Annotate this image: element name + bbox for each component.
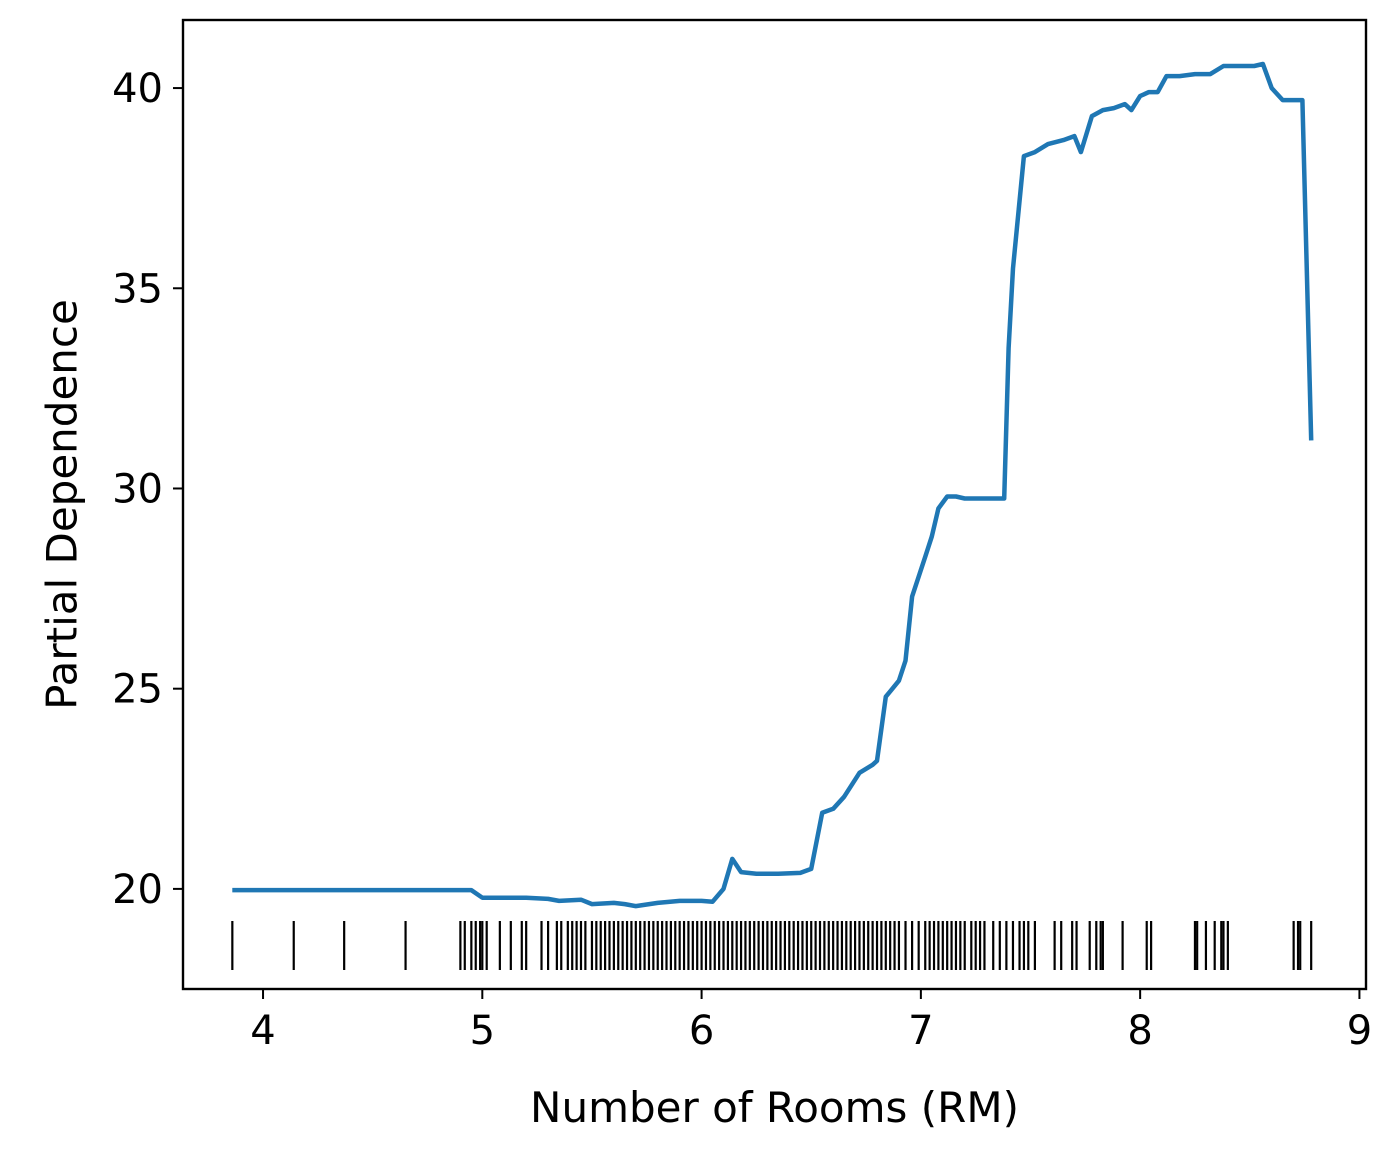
y-tick-label-30: 30	[112, 466, 163, 512]
y-tick-label-25: 25	[112, 667, 163, 713]
plot-frame	[181, 18, 1368, 991]
series-line-0	[232, 61, 1314, 909]
x-tick-label-7: 7	[908, 1008, 933, 1054]
rug-plot	[231, 921, 1313, 970]
x-tick-label-5: 5	[470, 1008, 495, 1054]
x-tick-label-9: 9	[1347, 1008, 1372, 1054]
x-tick-label-8: 8	[1127, 1008, 1152, 1054]
x-tick-label-4: 4	[250, 1008, 275, 1054]
line-layer	[232, 61, 1314, 909]
x-tick-label-6: 6	[689, 1008, 714, 1054]
x-axis: 4 5 6 7 8 9	[250, 989, 1372, 1054]
y-tick-label-35: 35	[112, 266, 163, 312]
x-axis-label: Number of Rooms (RM)	[530, 1083, 1019, 1132]
y-tick-label-40: 40	[112, 66, 163, 112]
y-axis-label: Partial Dependence	[38, 299, 87, 710]
y-tick-label-20: 20	[112, 867, 163, 913]
y-axis: 20 25 30 35 40	[112, 66, 183, 913]
